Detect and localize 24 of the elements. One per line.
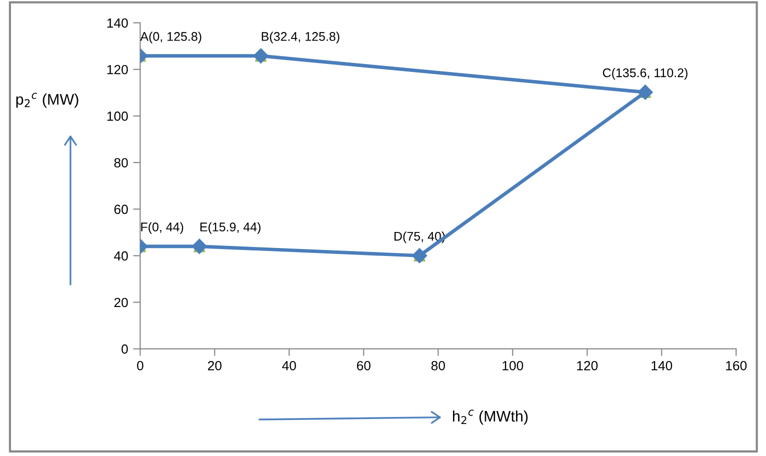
- x-tick-label: 60: [356, 360, 370, 370]
- x-tick-label: 120: [577, 360, 598, 370]
- y-tick-label: 80: [114, 158, 128, 168]
- y-axis-title: p$_{2}$$^{c}$ (MW): [16, 92, 78, 108]
- y-tick-label: 60: [114, 204, 128, 214]
- annotation: B(32.4, 125.8): [262, 32, 340, 44]
- y-tick-label: 120: [107, 64, 128, 74]
- x-tick-label: 40: [282, 360, 296, 370]
- annotation: A(0, 125.8): [140, 32, 202, 44]
- annotation: F(0, 44): [141, 222, 184, 234]
- x-tick-label: 160: [726, 360, 747, 370]
- y-tick-label: 0: [122, 344, 128, 354]
- y-tick-label: 140: [107, 18, 128, 28]
- annotation: E(15.9, 44): [200, 222, 260, 234]
- x-tick-label: 20: [208, 360, 222, 370]
- x-tick-label: 100: [502, 360, 524, 370]
- x-tick-label: 0: [137, 360, 144, 370]
- annotation: C(135.6, 110.2): [602, 68, 688, 80]
- y-tick-label: 20: [114, 298, 128, 308]
- y-tick-label: 40: [114, 251, 128, 261]
- x-tick-label: 80: [431, 360, 445, 370]
- x-tick-label: 140: [652, 360, 672, 370]
- x-axis-title: h$_{2}$$^{c}$ (MWth): [453, 410, 528, 425]
- y-tick-label: 100: [107, 112, 128, 121]
